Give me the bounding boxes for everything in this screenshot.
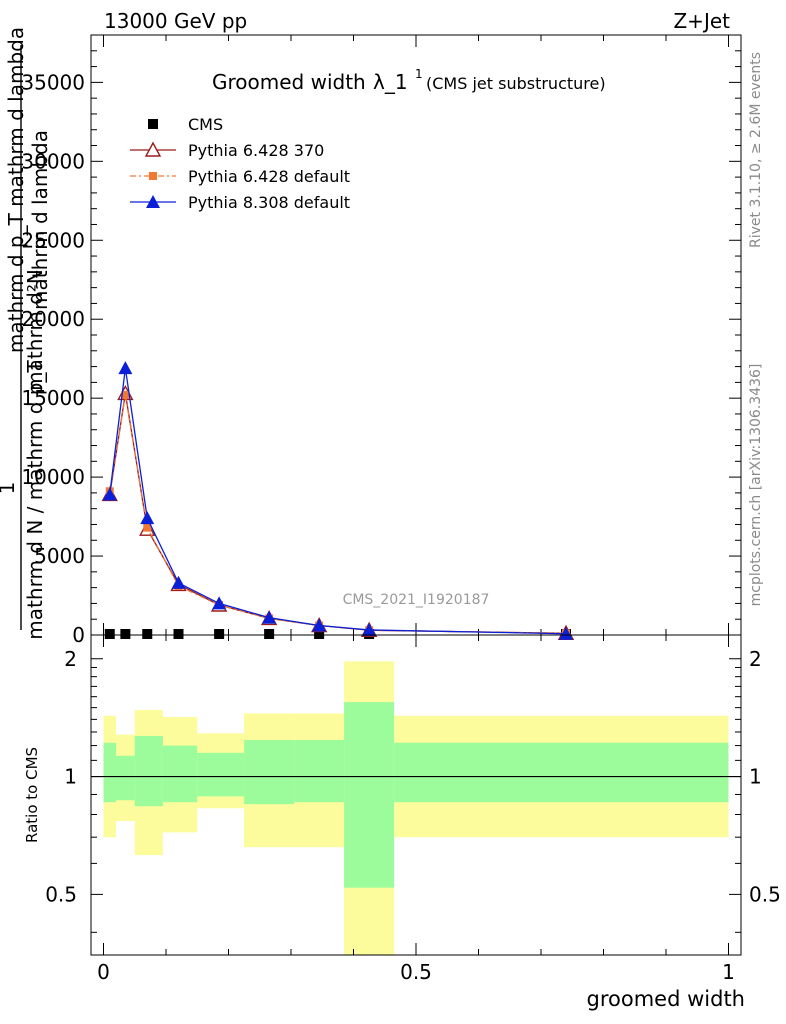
rivet-text: Rivet 3.1.10, ≥ 2.6M events xyxy=(748,52,764,248)
main-plot: 0 5000 10000 15000 20000 25000 30000 35000 Groo… xyxy=(21,34,742,647)
legend-label: Pythia 6.428 370 xyxy=(188,141,324,160)
ratio-y-tick-label-right: 1 xyxy=(749,765,762,789)
x-tick-label: 0.5 xyxy=(400,960,432,984)
data-point xyxy=(173,629,184,639)
y-tick-label: 0 xyxy=(72,623,85,647)
ratio-band-inner xyxy=(244,740,295,805)
legend: CMS Pythia 6.428 370 Pythia 6.428 default P… xyxy=(130,115,350,212)
data-point xyxy=(262,610,277,624)
data-point xyxy=(102,487,117,501)
ylabel-denominator: mathrm d N / mathrm d p_T xyxy=(23,360,47,640)
ratio-y-tick-label-right: 0.5 xyxy=(749,882,781,906)
mcplots-text: mcplots.cern.ch [arXiv:1306.3436] xyxy=(748,364,764,607)
ratio-y-axis: 0.5 0.5 1 1 2 2 xyxy=(45,647,781,933)
x-axis-label: groomed width xyxy=(587,987,745,1011)
series-pythia-8-308-default xyxy=(102,361,573,640)
ratio-plot: 0.5 0.51 12 2 0 0.5 1 xyxy=(45,634,781,984)
header-left: 13000 GeV pp xyxy=(104,9,247,33)
data-point xyxy=(142,629,153,639)
legend-marker xyxy=(144,141,162,157)
main-y-axis: 0 5000 10000 15000 20000 25000 30000 35000 xyxy=(21,34,741,647)
x-tick-label: 0 xyxy=(97,960,110,984)
ratio-band-inner xyxy=(394,742,729,803)
ylabel-one: 1 xyxy=(0,482,19,495)
ratio-y-tick-label: 0.5 xyxy=(45,882,77,906)
mcplots-label: mcplots.cern.ch [arXiv:1306.3436] xyxy=(748,364,764,607)
legend-marker xyxy=(149,172,157,180)
ratio-y-tick-label: 2 xyxy=(64,647,77,671)
data-point xyxy=(214,629,225,639)
y-tick-label: 25000 xyxy=(21,228,85,252)
legend-label: Pythia 8.308 default xyxy=(188,193,350,212)
data-point xyxy=(312,618,327,632)
y-tick-label: 5000 xyxy=(34,544,85,568)
ratio-band-inner xyxy=(103,742,116,803)
series-pythia-6-428-370 xyxy=(101,384,575,640)
ratio-band-inner xyxy=(116,755,135,801)
ratio-band-inner xyxy=(344,702,395,888)
x-tick-label: 1 xyxy=(722,960,735,984)
data-point xyxy=(171,575,186,589)
data-point xyxy=(121,391,130,399)
legend-marker xyxy=(148,119,158,129)
plot-title-superscript: 1 xyxy=(415,67,423,81)
legend-marker xyxy=(146,195,160,208)
data-point xyxy=(120,629,131,639)
ratio-bands xyxy=(103,661,729,955)
plot-title-main: Groomed width xyxy=(212,70,366,94)
plot-title: Groomed width λ_1 1 (CMS jet substructur… xyxy=(212,67,606,94)
ylabel-fraction-left: 1 xyxy=(0,482,19,495)
header-right: Z+Jet xyxy=(673,9,730,33)
series-cms xyxy=(104,629,571,639)
data-point xyxy=(118,361,133,375)
ratio-band-inner xyxy=(134,735,163,807)
plot-title-symbol: λ_1 xyxy=(373,70,408,94)
series-line xyxy=(109,368,567,635)
legend-label: Pythia 6.428 default xyxy=(188,167,350,186)
series-line xyxy=(109,393,567,634)
ylabel-lambda: mathrm d lambda xyxy=(28,130,52,310)
main-x-axis xyxy=(103,35,729,635)
ratio-band-inner xyxy=(197,752,245,797)
ratio-band-inner xyxy=(162,745,198,803)
ylabel-numerator-1: mathrm d²N xyxy=(23,269,47,391)
ratio-y-tick-label: 1 xyxy=(64,765,77,789)
ylabel-denominator-group: mathrm d N / mathrm d p_T xyxy=(23,360,47,640)
series-line xyxy=(109,394,567,634)
ratio-ylabel-text: Ratio to CMS xyxy=(23,747,41,843)
ylabel-numerator-2: mathrm d p_T mathrm d lambda xyxy=(4,27,28,353)
data-point xyxy=(314,629,325,639)
data-point xyxy=(212,596,227,610)
y-tick-label: 20000 xyxy=(21,307,85,331)
y-tick-label: 10000 xyxy=(21,465,85,489)
watermark: CMS_2021_I1920187 xyxy=(343,592,490,608)
data-point xyxy=(559,626,573,640)
legend-label: CMS xyxy=(188,115,223,134)
ylabel-lambda-group: mathrm d lambda xyxy=(28,130,52,310)
data-point xyxy=(362,622,377,636)
ratio-y-tick-label-right: 2 xyxy=(749,647,762,671)
plot-title-sub: (CMS jet substructure) xyxy=(426,74,606,93)
main-ylabel: mathrm d²N xyxy=(23,269,47,391)
data-point xyxy=(140,511,155,525)
y-tick-label: 35000 xyxy=(21,70,85,94)
ratio-band-inner xyxy=(294,740,345,803)
y-tick-label: 15000 xyxy=(21,386,85,410)
rivet-label: Rivet 3.1.10, ≥ 2.6M events xyxy=(748,52,764,248)
series-layer xyxy=(101,361,575,640)
series-pythia-6-428-default xyxy=(105,391,570,638)
data-point xyxy=(104,629,115,639)
ratio-x-axis: 0 0.5 1 xyxy=(97,635,735,984)
data-point xyxy=(143,523,152,532)
ratio-ylabel: Ratio to CMS xyxy=(23,747,41,843)
y-tick-label: 30000 xyxy=(21,149,85,173)
data-point xyxy=(264,629,275,639)
ylabel-fraction-group: mathrm d p_T mathrm d lambda xyxy=(4,27,28,353)
